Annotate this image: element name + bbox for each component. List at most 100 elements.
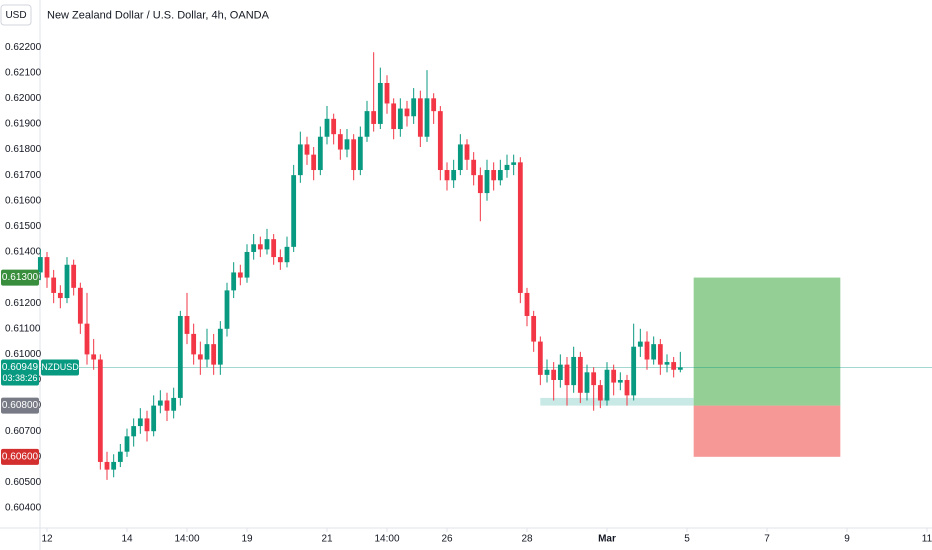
loss-zone	[693, 405, 841, 457]
x-tick-label: 21	[321, 534, 333, 545]
candle-body	[457, 144, 463, 171]
candle-body	[91, 354, 97, 360]
candle-body	[577, 356, 583, 393]
countdown: 03:38:26	[2, 373, 37, 383]
currency-box[interactable]	[0, 4, 32, 26]
entry-tag	[1, 397, 39, 414]
candle-body	[524, 292, 530, 316]
candle-body	[97, 359, 103, 462]
y-tick-label: 0.61400	[5, 247, 42, 258]
x-tick-label: 5	[684, 534, 690, 545]
candle-body	[431, 98, 437, 112]
candle-body	[277, 257, 283, 263]
candle-body	[211, 344, 217, 365]
candle-body	[144, 418, 150, 432]
candle-body	[157, 400, 163, 406]
candle-body	[291, 175, 297, 247]
candle-body	[77, 287, 83, 324]
y-tick-label: 0.60700	[5, 426, 42, 437]
candle-body	[511, 162, 517, 165]
candle-body	[631, 346, 637, 396]
candle-body	[137, 418, 143, 427]
candle-body	[571, 356, 577, 386]
y-tick-label: 0.62000	[5, 93, 42, 104]
candle-body	[531, 315, 537, 342]
stop-tag	[1, 448, 39, 465]
candle-body	[124, 436, 130, 452]
candle-body	[671, 362, 677, 370]
candle-body	[464, 144, 470, 160]
profit-zone	[693, 277, 841, 406]
candle-body	[104, 461, 110, 470]
candle-body	[604, 369, 610, 401]
x-tick-label: 14:00	[374, 534, 399, 545]
candle-body	[424, 98, 430, 137]
candle-body	[417, 98, 423, 137]
candle-body	[371, 111, 377, 124]
candle-body	[444, 170, 450, 181]
candle-body	[517, 162, 523, 293]
candle-body	[64, 264, 70, 299]
candle-body	[304, 144, 310, 155]
candle-body	[37, 257, 43, 273]
y-tick-label: 0.61000	[5, 349, 42, 360]
candle-body	[384, 82, 390, 104]
candle-body	[51, 277, 57, 293]
candle-body	[117, 451, 123, 462]
candle-body	[617, 379, 623, 383]
candle-body	[284, 246, 290, 263]
symbol-tag	[41, 359, 79, 376]
stop-tag-label: 0.60600	[2, 451, 39, 462]
target-tag	[1, 269, 39, 286]
candle-body	[171, 397, 177, 411]
y-tick-label: 0.62100	[5, 67, 42, 78]
candle-body	[597, 385, 603, 401]
x-tick-label: 28	[521, 534, 533, 545]
candle-body	[244, 251, 250, 278]
candle-body	[637, 341, 643, 347]
candle-body	[337, 134, 343, 150]
candle-body	[84, 323, 90, 355]
y-tick-label: 0.60500	[5, 477, 42, 488]
candle-body	[197, 354, 203, 360]
candle-body	[411, 98, 417, 117]
last-price-label: 0.60949	[2, 362, 39, 373]
x-tick-label: 26	[441, 534, 453, 545]
x-tick-label: 7	[764, 534, 770, 545]
x-tick-label: Mar	[598, 534, 616, 545]
candle-body	[584, 372, 590, 393]
x-tick-label: 12	[41, 534, 53, 545]
currency: USD	[5, 10, 26, 21]
candle-body	[111, 461, 117, 470]
candle-body	[44, 257, 50, 278]
candle-body	[504, 164, 510, 171]
x-tick-label: 9	[844, 534, 850, 545]
candle-body	[611, 369, 617, 383]
candle-body	[297, 144, 303, 176]
candle-body	[324, 118, 330, 137]
zone	[540, 397, 694, 406]
y-tick-label: 0.61600	[5, 195, 42, 206]
x-tick-label: 14:00	[174, 534, 199, 545]
candle-body	[217, 328, 223, 365]
chart-title: New Zealand Dollar / U.S. Dollar, 4h, OA…	[47, 9, 270, 21]
candle-body	[364, 111, 370, 137]
candle-body	[177, 315, 183, 398]
candle-body	[591, 372, 597, 386]
candle-body	[677, 367, 683, 370]
candle-body	[651, 344, 657, 360]
candle-body	[131, 426, 137, 437]
candle-body	[344, 139, 350, 150]
y-tick-label: 0.61100	[5, 323, 41, 334]
candle-body	[264, 239, 270, 250]
candle-body	[317, 136, 323, 171]
candle-body	[397, 108, 403, 130]
candle-body	[404, 108, 410, 117]
x-tick-label: 11	[922, 534, 932, 545]
candle-body	[351, 139, 357, 171]
candle-body	[551, 369, 557, 380]
candle-body	[391, 103, 397, 130]
candle-body	[497, 170, 503, 181]
